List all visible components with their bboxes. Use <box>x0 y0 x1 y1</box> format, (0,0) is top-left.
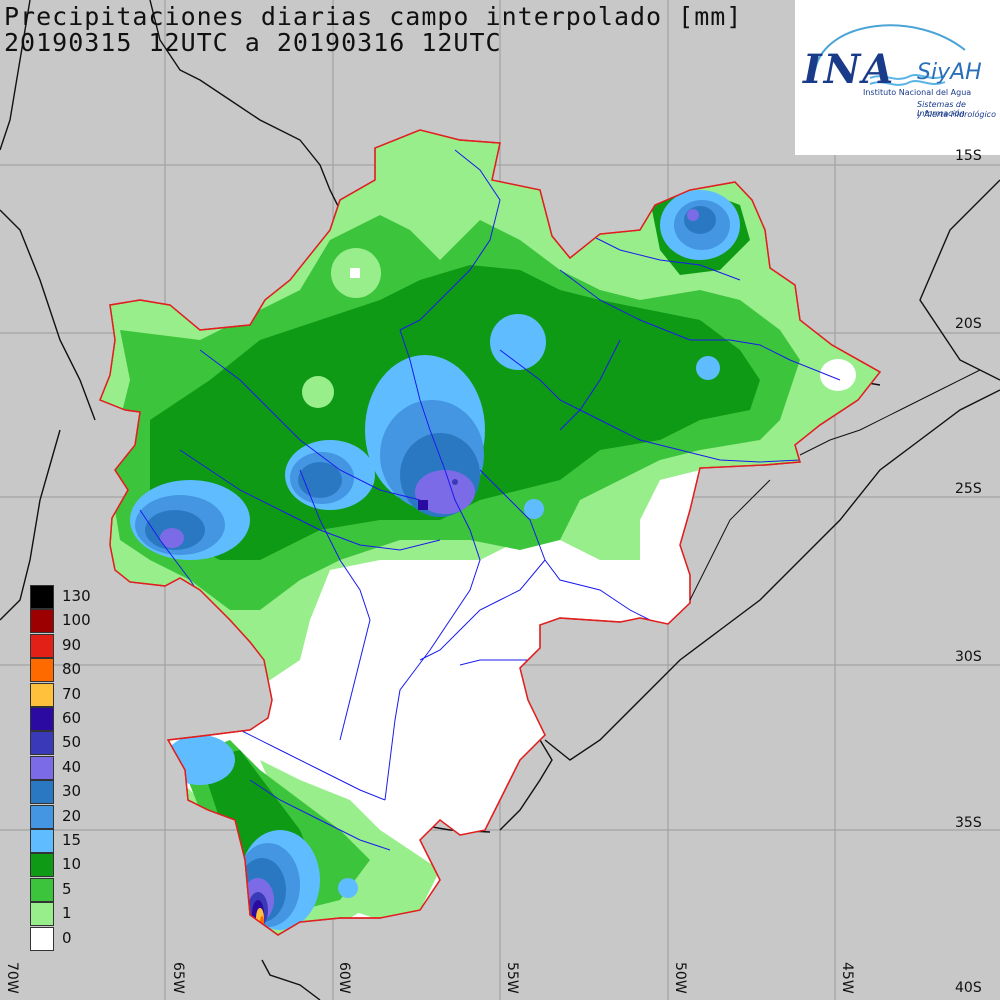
lat-label-25s: 25S <box>955 481 982 497</box>
logo-arc-icon <box>814 24 966 71</box>
legend-swatch <box>30 877 54 902</box>
lat-label-30s: 30S <box>955 649 982 665</box>
lon-label-55w: 55W <box>504 962 520 994</box>
legend-label: 30 <box>62 782 82 801</box>
lon-label-60w: 60W <box>336 962 352 994</box>
legend-swatch <box>30 755 54 780</box>
legend-label: 10 <box>62 855 82 874</box>
lon-label-65w: 65W <box>170 962 186 994</box>
legend-label: 40 <box>62 757 82 776</box>
legend-swatch <box>30 585 54 609</box>
legend-label: 80 <box>62 660 82 679</box>
legend-label: 100 <box>62 611 91 630</box>
legend-swatch <box>30 707 54 731</box>
legend-label: 60 <box>62 709 82 727</box>
lon-label-45w: 45W <box>839 962 855 994</box>
legend-label: 20 <box>62 806 82 825</box>
logo-system-line2: y Alerta Hidrológico <box>917 110 996 119</box>
legend-label: 70 <box>62 684 82 703</box>
legend-label: 90 <box>62 635 82 654</box>
map-title-line2: 20190315 12UTC a 20190316 12UTC <box>4 28 502 57</box>
logo-brand: INA <box>803 46 896 93</box>
legend-swatch <box>30 658 54 683</box>
lat-label-40s: 40S <box>955 980 982 996</box>
logo-subbrand: SiyAH <box>917 60 982 85</box>
logo-wave-icon <box>869 74 946 80</box>
logo-org-name: Instituto Nacional del Agua <box>863 88 972 97</box>
map-title-line1: Precipitaciones diarias campo interpolad… <box>4 2 743 31</box>
ina-siyah-logo: INA SiyAH Instituto Nacional del Agua Si… <box>795 0 1000 155</box>
lat-label-20s: 20S <box>955 316 982 332</box>
lat-label-35s: 35S <box>955 815 982 831</box>
legend-label: 130 <box>62 587 91 605</box>
logo-system-line1: Sistemas de Información <box>917 100 966 118</box>
legend-swatch <box>30 609 54 634</box>
legend-swatch <box>30 829 54 853</box>
legend-swatch <box>30 731 54 756</box>
legend-label: 15 <box>62 831 82 849</box>
legend-swatch <box>30 633 54 658</box>
coastline <box>599 369 981 741</box>
legend-swatch <box>30 804 54 829</box>
legend-swatch <box>30 902 54 927</box>
legend-label: 0 <box>62 928 72 947</box>
logo-graphic <box>814 24 966 86</box>
legend-label: 5 <box>62 879 72 898</box>
rivers <box>139 149 841 851</box>
lat-label-15s: 15S <box>955 148 982 164</box>
legend-swatch <box>30 926 54 951</box>
legend-label: 50 <box>62 733 82 752</box>
basin-outline-trace <box>99 129 882 936</box>
lon-label-50w: 50W <box>672 962 688 994</box>
legend-swatch <box>30 682 54 707</box>
legend-label: 1 <box>62 904 72 923</box>
legend-swatch <box>30 780 54 805</box>
legend-swatch <box>30 853 54 878</box>
lon-label-70w: 70W <box>4 962 20 994</box>
